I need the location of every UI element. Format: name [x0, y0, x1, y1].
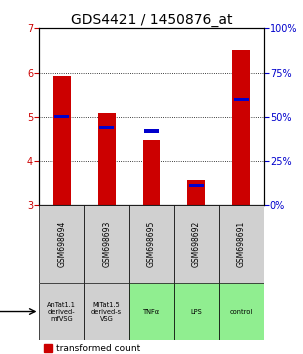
Bar: [53, 76, 71, 205]
Bar: [99, 126, 114, 129]
Bar: [189, 184, 204, 187]
Bar: [98, 113, 116, 205]
Text: MiTat1.5
derived-s
VSG: MiTat1.5 derived-s VSG: [91, 302, 122, 321]
Bar: [219, 205, 264, 283]
Bar: [54, 115, 69, 118]
Bar: [84, 283, 129, 340]
Bar: [84, 205, 129, 283]
Bar: [129, 205, 174, 283]
Bar: [39, 205, 84, 283]
Title: GDS4421 / 1450876_at: GDS4421 / 1450876_at: [71, 13, 232, 27]
Legend: transformed count, percentile rank within the sample: transformed count, percentile rank withi…: [44, 344, 209, 354]
Text: GSM698694: GSM698694: [57, 221, 66, 268]
Bar: [232, 51, 250, 205]
Bar: [187, 180, 205, 205]
Text: GSM698692: GSM698692: [192, 221, 201, 267]
Text: GSM698691: GSM698691: [237, 221, 246, 267]
Text: GSM698695: GSM698695: [147, 221, 156, 268]
Text: GSM698693: GSM698693: [102, 221, 111, 268]
Bar: [39, 283, 84, 340]
Text: AnTat1.1
derived-
mfVSG: AnTat1.1 derived- mfVSG: [47, 302, 76, 321]
Bar: [174, 205, 219, 283]
Text: TNFα: TNFα: [143, 309, 160, 314]
Bar: [219, 283, 264, 340]
Text: LPS: LPS: [191, 309, 202, 314]
Text: control: control: [230, 309, 253, 314]
Bar: [174, 283, 219, 340]
Bar: [129, 283, 174, 340]
Bar: [142, 140, 161, 205]
Bar: [234, 98, 249, 101]
Bar: [144, 130, 159, 132]
